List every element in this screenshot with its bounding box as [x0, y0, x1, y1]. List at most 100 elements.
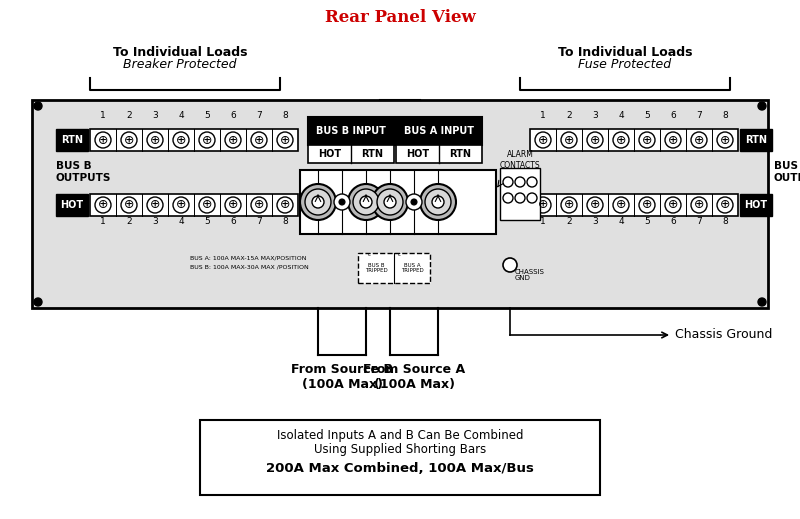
Text: HOT: HOT [745, 200, 767, 210]
Text: 4: 4 [618, 111, 624, 119]
Circle shape [95, 197, 111, 213]
Text: RTN: RTN [745, 135, 767, 145]
Circle shape [225, 132, 241, 148]
Text: RTN: RTN [362, 149, 383, 159]
Circle shape [225, 197, 241, 213]
Text: BUS A INPUT: BUS A INPUT [404, 126, 474, 136]
Circle shape [717, 197, 733, 213]
Circle shape [561, 132, 577, 148]
Text: 3: 3 [152, 217, 158, 226]
Bar [358, 253, 430, 283]
Circle shape [503, 177, 513, 187]
Text: 2: 2 [566, 217, 572, 226]
Bar [740, 129, 772, 151]
Text: 2: 2 [566, 111, 572, 119]
Text: HOT: HOT [61, 200, 83, 210]
Text: ⊕: ⊕ [280, 133, 290, 146]
Text: 7: 7 [696, 111, 702, 119]
Text: ⊕: ⊕ [124, 198, 134, 212]
Text: ⊕: ⊕ [228, 198, 238, 212]
Text: ALARM
CONTACTS: ALARM CONTACTS [500, 151, 540, 170]
Text: 4: 4 [178, 217, 184, 226]
Text: 4: 4 [618, 217, 624, 226]
Text: 6: 6 [230, 111, 236, 119]
Circle shape [432, 196, 444, 208]
Circle shape [199, 197, 215, 213]
Text: 5: 5 [204, 111, 210, 119]
Text: To Individual Loads: To Individual Loads [558, 46, 692, 59]
Text: ⊕: ⊕ [150, 198, 160, 212]
Text: 7: 7 [256, 111, 262, 119]
Circle shape [339, 199, 345, 205]
Circle shape [34, 102, 42, 110]
Circle shape [173, 197, 189, 213]
Circle shape [587, 132, 603, 148]
Circle shape [411, 199, 417, 205]
Circle shape [587, 197, 603, 213]
Text: 200A Max Combined, 100A Max/Bus: 200A Max Combined, 100A Max/Bus [266, 461, 534, 474]
Text: ⊕: ⊕ [590, 198, 600, 212]
Circle shape [372, 184, 408, 220]
Text: To Individual Loads: To Individual Loads [113, 46, 247, 59]
Text: BUS B: 100A MAX-30A MAX /POSITION: BUS B: 100A MAX-30A MAX /POSITION [190, 265, 309, 269]
Circle shape [758, 298, 766, 306]
Circle shape [147, 197, 163, 213]
Text: ⊕: ⊕ [176, 198, 186, 212]
Circle shape [147, 132, 163, 148]
Circle shape [95, 132, 111, 148]
Text: c: c [368, 252, 371, 257]
Circle shape [527, 177, 537, 187]
Circle shape [377, 189, 403, 215]
Text: ⊕: ⊕ [176, 133, 186, 146]
Bar [308, 117, 394, 145]
Text: ⊕: ⊕ [150, 133, 160, 146]
Bar [32, 100, 768, 308]
Text: c: c [398, 252, 401, 257]
Text: 8: 8 [722, 217, 728, 226]
Text: 2: 2 [126, 217, 132, 226]
Circle shape [691, 197, 707, 213]
Circle shape [406, 194, 422, 210]
Text: 6: 6 [670, 111, 676, 119]
Text: ⊕: ⊕ [642, 133, 652, 146]
Text: ⊕: ⊕ [98, 198, 108, 212]
Text: 8: 8 [282, 111, 288, 119]
Circle shape [121, 197, 137, 213]
Text: 5: 5 [204, 217, 210, 226]
Bar [90, 129, 298, 151]
Text: BUS B
TRIPPED: BUS B TRIPPED [365, 263, 387, 274]
Circle shape [199, 132, 215, 148]
Circle shape [535, 197, 551, 213]
Circle shape [360, 196, 372, 208]
Text: ⊕: ⊕ [202, 133, 212, 146]
Text: BUS B INPUT: BUS B INPUT [316, 126, 386, 136]
Circle shape [639, 132, 655, 148]
Text: ⊕: ⊕ [642, 198, 652, 212]
Circle shape [503, 258, 517, 272]
Text: BUS A
TRIPPED: BUS A TRIPPED [401, 263, 423, 274]
Text: From Source B
(100A Max): From Source B (100A Max) [291, 363, 393, 391]
Bar [90, 194, 298, 216]
Bar [500, 168, 540, 220]
Text: CHASSIS
GND: CHASSIS GND [515, 268, 545, 281]
Circle shape [613, 132, 629, 148]
Circle shape [758, 102, 766, 110]
Text: ⊕: ⊕ [668, 133, 678, 146]
Text: 7: 7 [256, 217, 262, 226]
Circle shape [425, 189, 451, 215]
Text: 1: 1 [540, 111, 546, 119]
Text: 8: 8 [282, 217, 288, 226]
Text: RTN: RTN [450, 149, 471, 159]
Text: 3: 3 [592, 217, 598, 226]
Text: 1: 1 [100, 111, 106, 119]
Text: ⊕: ⊕ [590, 133, 600, 146]
Circle shape [277, 197, 293, 213]
Text: 1: 1 [100, 217, 106, 226]
Circle shape [561, 197, 577, 213]
Text: HOT: HOT [318, 149, 341, 159]
Circle shape [334, 194, 350, 210]
Text: BUS A: 100A MAX-15A MAX/POSITION: BUS A: 100A MAX-15A MAX/POSITION [190, 255, 306, 261]
Text: ⊕: ⊕ [98, 133, 108, 146]
Circle shape [251, 197, 267, 213]
Text: ⊕: ⊕ [280, 198, 290, 212]
